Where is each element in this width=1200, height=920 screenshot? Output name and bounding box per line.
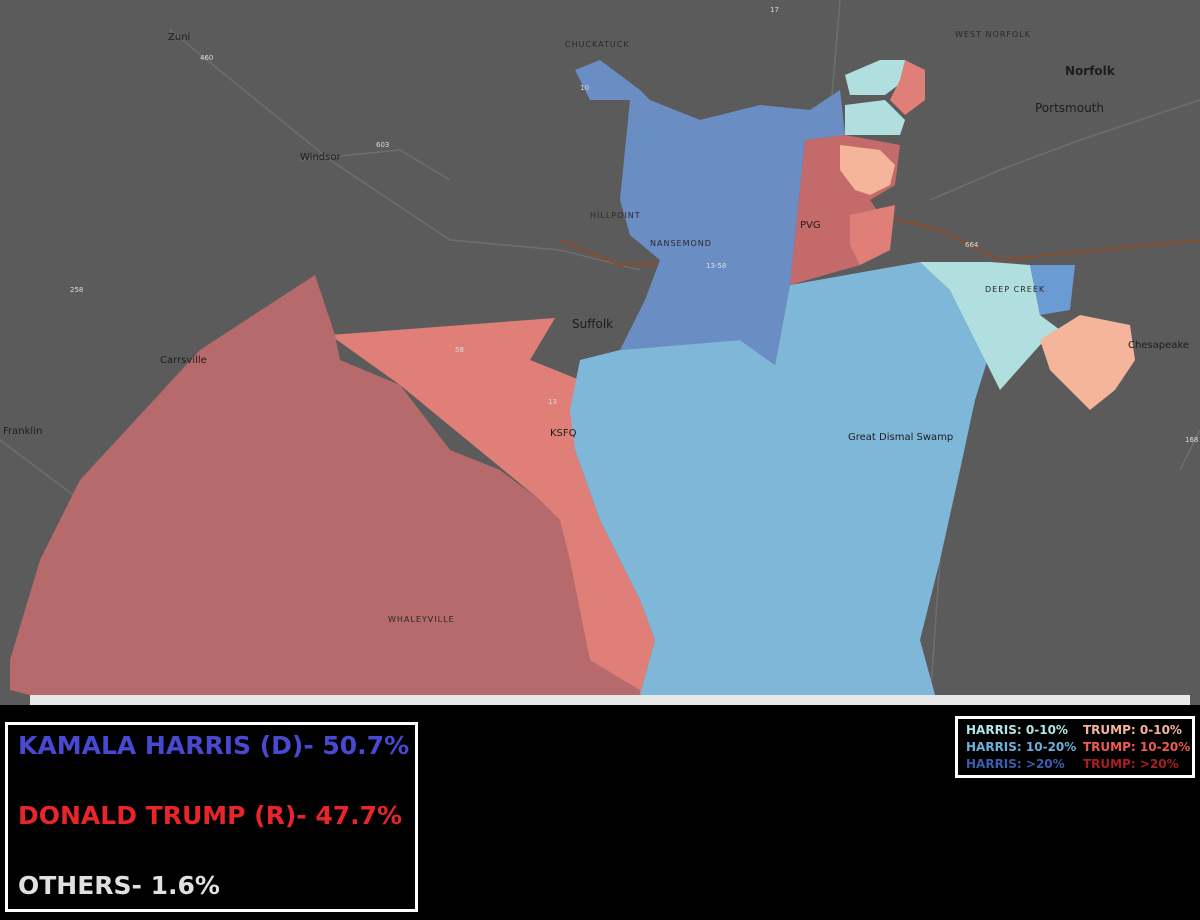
route-label: 168 <box>1185 436 1198 444</box>
place-label: CHUCKATUCK <box>565 40 630 49</box>
legend: HARRIS: 0-10% HARRIS: 10-20% HARRIS: >20… <box>955 716 1195 778</box>
map-edge <box>30 695 1190 705</box>
place-label: Suffolk <box>572 317 613 331</box>
place-label: Great Dismal Swamp <box>848 432 953 443</box>
place-label: Chesapeake <box>1128 340 1189 351</box>
place-label: Windsor <box>300 152 341 163</box>
route-label: 258 <box>70 286 83 294</box>
trump-0-10 <box>1040 315 1135 410</box>
trump-10-20 <box>890 60 925 115</box>
harris-10-20 <box>570 262 1000 695</box>
route-label: 17 <box>770 6 779 14</box>
place-label: KSFQ <box>550 428 577 439</box>
place-label: Norfolk <box>1065 64 1116 78</box>
route-label: 603 <box>376 141 389 149</box>
legend-item: TRUMP: 0-10% <box>1083 723 1182 737</box>
harris-0-10 <box>920 262 1060 390</box>
route-shields: 460 10 603 17 258 58 13 13-58 664 168 <box>70 6 1198 444</box>
route-label: 13-58 <box>706 262 726 270</box>
trump-0-10 <box>840 145 895 195</box>
legend-item: TRUMP: >20% <box>1083 757 1179 771</box>
place-label: DEEP CREEK <box>985 285 1045 294</box>
trump-10-20 <box>850 205 895 265</box>
route-label: 13 <box>548 398 557 406</box>
route-label: 10 <box>580 84 589 92</box>
place-label: WHALEYVILLE <box>388 615 455 624</box>
result-trump: DONALD TRUMP (R)- 47.7% <box>18 801 403 830</box>
route-label: 460 <box>200 54 213 62</box>
place-label: NANSEMOND <box>650 239 712 248</box>
place-label: PVG <box>800 220 821 231</box>
result-harris: KAMALA HARRIS (D)- 50.7% <box>18 731 410 760</box>
precincts <box>10 60 1135 695</box>
results-box: KAMALA HARRIS (D)- 50.7% DONALD TRUMP (R… <box>5 722 418 912</box>
legend-item: HARRIS: >20% <box>966 757 1065 771</box>
result-others: OTHERS- 1.6% <box>18 871 220 900</box>
place-label: Zuni <box>168 32 190 43</box>
place-label: Portsmouth <box>1035 101 1104 115</box>
place-label: Franklin <box>3 426 42 437</box>
place-label: Carrsville <box>160 355 207 366</box>
route-label: 58 <box>455 346 464 354</box>
harris-over-20 <box>620 90 845 365</box>
place-label: HILLPOINT <box>590 211 641 220</box>
legend-item: TRUMP: 10-20% <box>1083 740 1191 754</box>
harris-over-20 <box>575 60 650 100</box>
harris-0-10 <box>845 100 905 135</box>
map: Zuni CHUCKATUCK WEST NORFOLK Norfolk Por… <box>0 0 1200 705</box>
legend-item: HARRIS: 10-20% <box>966 740 1077 754</box>
place-labels: Zuni CHUCKATUCK WEST NORFOLK Norfolk Por… <box>3 30 1189 624</box>
place-label: WEST NORFOLK <box>955 30 1031 39</box>
legend-item: HARRIS: 0-10% <box>966 723 1068 737</box>
trump-over-20 <box>10 275 640 695</box>
harris-0-10 <box>845 60 905 95</box>
harris-over-20 <box>1030 265 1075 315</box>
route-label: 664 <box>965 241 979 249</box>
